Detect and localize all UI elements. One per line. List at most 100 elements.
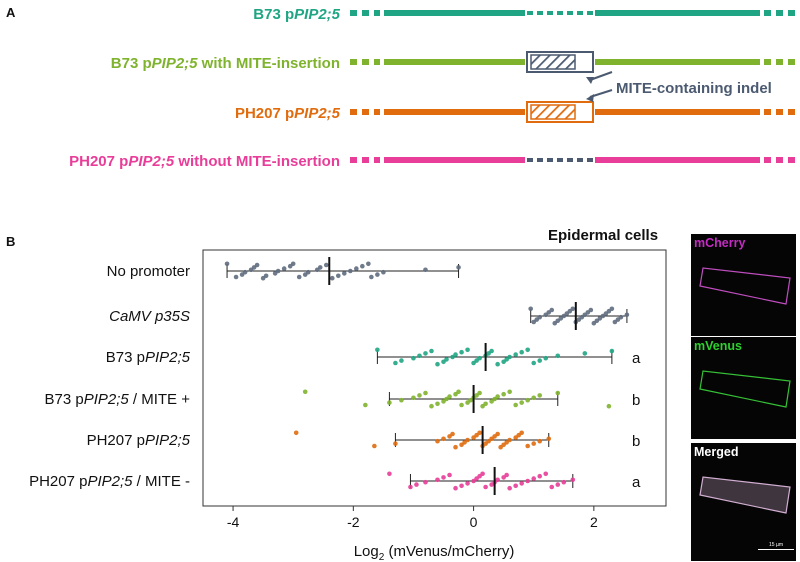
data-point <box>537 438 543 444</box>
data-point <box>435 477 440 483</box>
construct-label-gene: PIP2;5 <box>294 105 341 122</box>
data-point <box>477 355 482 361</box>
data-point <box>519 481 524 486</box>
data-point <box>477 390 482 396</box>
indel-callout: MITE-containing indel <box>586 71 772 102</box>
construct-label-pre: PH207 p <box>69 153 128 170</box>
micrograph-background <box>691 443 796 561</box>
data-point <box>570 306 576 312</box>
data-point <box>453 352 458 357</box>
construct-label-gene: PIP2;5 <box>152 55 199 72</box>
data-point <box>435 438 440 444</box>
data-point <box>528 306 534 312</box>
chart-title: Epidermal cells <box>548 227 658 244</box>
data-point <box>423 390 428 396</box>
construct-label-gene: PIP2;5 <box>294 6 341 23</box>
data-point <box>525 347 531 353</box>
data-point <box>387 400 392 405</box>
x-tick-label: 2 <box>590 514 598 530</box>
data-point <box>465 347 470 353</box>
data-point <box>363 402 368 408</box>
category-label-pre: No promoter <box>107 263 190 280</box>
data-point <box>381 269 386 275</box>
category-label-post: / MITE + <box>129 391 191 408</box>
significance-letter: b <box>632 392 640 409</box>
data-point <box>588 307 594 313</box>
significance-letter: a <box>632 474 641 491</box>
category-label-pre: B73 p <box>106 349 145 366</box>
data-point <box>447 472 452 478</box>
micrograph-label: mCherry <box>694 236 745 250</box>
indel-arrowhead-lower <box>586 94 594 102</box>
data-point <box>513 402 518 408</box>
data-point <box>549 307 555 313</box>
data-point <box>293 430 299 436</box>
data-point <box>348 268 353 274</box>
data-point <box>483 484 488 490</box>
mite-hatch <box>530 104 576 120</box>
data-point <box>543 471 549 477</box>
data-point <box>423 267 428 273</box>
data-point <box>366 261 371 267</box>
data-point <box>495 361 500 367</box>
category-label-0: No promoter <box>107 263 190 280</box>
data-point <box>417 353 422 359</box>
data-point <box>441 436 446 442</box>
data-point <box>360 263 365 269</box>
data-point <box>453 485 458 491</box>
data-point <box>369 274 374 280</box>
data-point <box>429 403 434 409</box>
construct-label-pre: PH207 p <box>235 105 294 122</box>
data-point <box>507 389 512 395</box>
data-point <box>504 472 509 478</box>
data-point <box>444 357 449 362</box>
indel-arrow-upper <box>589 71 613 81</box>
plot-frame <box>202 249 667 507</box>
micrograph-mcherry: mCherry <box>691 234 796 336</box>
category-label-gene: PIP2;5 <box>84 391 130 408</box>
cell-outline <box>699 476 791 514</box>
indel-arrowhead-upper <box>586 77 594 84</box>
data-point <box>519 349 524 355</box>
mite-hatch <box>530 54 576 70</box>
data-point <box>543 355 549 361</box>
category-label-pre: PH207 p <box>29 473 87 490</box>
construct-label-0: B73 pPIP2;5 <box>253 6 340 23</box>
construct-label-post: without MITE-insertion <box>174 153 340 170</box>
micrograph-label: mVenus <box>694 339 742 353</box>
data-point <box>483 401 488 407</box>
data-point <box>537 358 543 363</box>
data-point <box>329 275 335 281</box>
data-point <box>465 481 470 486</box>
x-axis-ticks: -4 -2 0 2 <box>227 506 598 530</box>
data-point <box>501 391 506 397</box>
x-tick-label: -4 <box>227 514 240 530</box>
data-point <box>290 261 296 267</box>
series-1 <box>528 302 630 330</box>
data-point <box>393 360 398 366</box>
data-point <box>305 269 311 275</box>
significance-letter: b <box>632 433 640 450</box>
construct-label-3: PH207 pPIP2;5 without MITE-insertion <box>69 153 340 170</box>
data-point <box>606 403 612 409</box>
category-label-3: B73 pPIP2;5 / MITE + <box>45 391 191 408</box>
data-point <box>582 351 588 356</box>
data-point <box>537 473 543 479</box>
series-3 <box>302 385 612 413</box>
data-point <box>570 477 576 483</box>
category-label-gene: CaMV p35S <box>109 308 190 325</box>
panel-b: B Epidermal cells No promoter CaMV p35S B7… <box>6 227 667 562</box>
significance-letters: a b b a <box>632 350 641 491</box>
construct-row-2: PH207 pPIP2;5 <box>235 101 795 123</box>
data-point <box>507 354 512 360</box>
data-point <box>393 441 398 446</box>
panel-b-letter: B <box>6 234 15 249</box>
data-point <box>242 269 248 275</box>
data-point <box>423 479 428 485</box>
construct-row-3: PH207 pPIP2;5 without MITE-insertion <box>69 153 795 170</box>
data-point <box>531 360 537 366</box>
construct-label-gene: PIP2;5 <box>128 153 175 170</box>
construct-label-post: with MITE-insertion <box>198 55 341 72</box>
